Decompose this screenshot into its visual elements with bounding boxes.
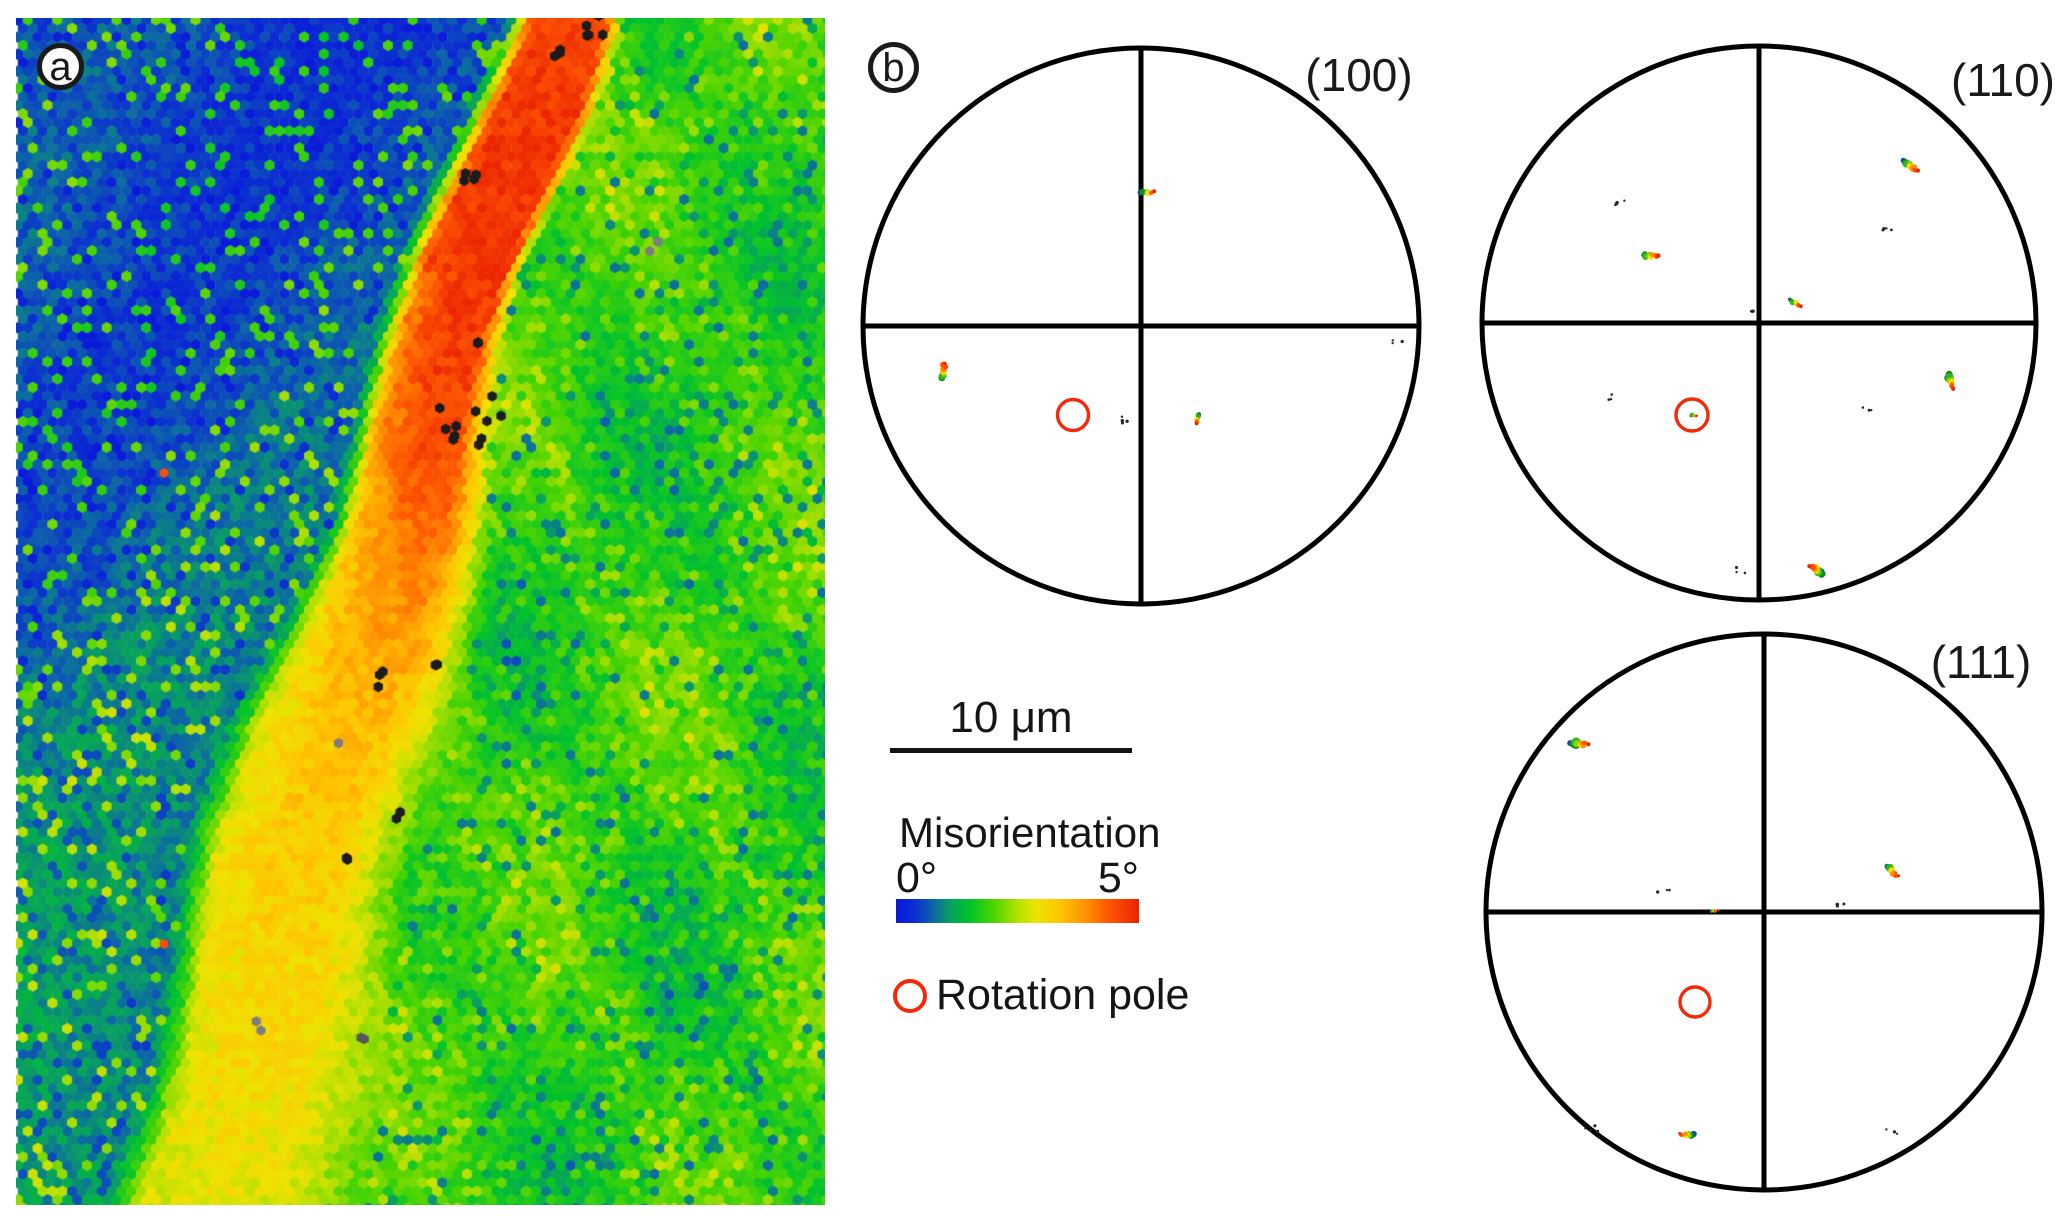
pole-figure-111-label: (111) — [1930, 636, 2032, 688]
pole-point — [1678, 1130, 1697, 1139]
pole-figure-111 — [1483, 631, 2045, 1193]
pole-point — [1641, 251, 1661, 260]
pole-point — [1567, 737, 1591, 750]
panel-b-label: b — [882, 45, 905, 90]
pole-point — [1137, 188, 1157, 196]
rotation-pole-marker-100 — [1055, 397, 1091, 433]
scale-bar-label: 10 μm — [949, 693, 1073, 742]
pole-figure-100 — [860, 45, 1422, 607]
misorientation-colorbar — [896, 899, 1139, 923]
misorientation-map — [16, 18, 825, 1205]
pole-point — [1709, 909, 1720, 914]
pole-point — [1788, 297, 1803, 309]
pole-figure-110-label: (110) — [1951, 54, 2055, 106]
misorientation-title: Misorientation — [899, 809, 1161, 856]
misorientation-max-label: 5° — [1097, 854, 1139, 902]
scale-bar-line — [890, 748, 1132, 753]
rotation-pole-label: Rotation pole — [936, 971, 1190, 1019]
pole-point — [938, 361, 949, 382]
panel-a-badge: a — [37, 43, 84, 90]
rotation-pole-icon — [893, 978, 927, 1013]
misorientation-range: 0° 5° — [896, 854, 1139, 902]
panel-b-badge: b — [868, 42, 919, 93]
pole-point — [1900, 157, 1921, 173]
rotation-pole-marker-110 — [1674, 397, 1710, 433]
pole-figure-110 — [1479, 43, 2039, 603]
pole-point — [1944, 370, 1956, 391]
panel-a-label: a — [49, 44, 72, 89]
pole-point — [1884, 863, 1900, 878]
rotation-pole-marker-111 — [1678, 985, 1712, 1019]
pole-figure-100-label: (100) — [1305, 49, 1413, 101]
rotation-pole-legend: Rotation pole — [893, 971, 1190, 1019]
pole-point — [1689, 412, 1698, 418]
pole-point — [1807, 563, 1826, 578]
pole-point — [1194, 412, 1201, 426]
misorientation-min-label: 0° — [896, 854, 938, 902]
